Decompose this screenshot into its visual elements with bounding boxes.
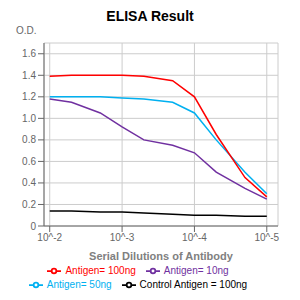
- html-text:Antigen= 10ng: Antigen= 10ng: [163, 264, 229, 276]
- html-text:Antigen= 50ng: Antigen= 50ng: [46, 278, 112, 290]
- svg-text:10^-5: 10^-5: [254, 232, 279, 243]
- svg-text:0.8: 0.8: [22, 134, 36, 145]
- html-text:Control Antigen = 100ng: Control Antigen = 100ng: [139, 278, 248, 290]
- svg-text:10^-4: 10^-4: [182, 232, 207, 243]
- svg-text:1.2: 1.2: [22, 91, 36, 102]
- svg-text:0.4: 0.4: [22, 177, 36, 188]
- svg-text:1.6: 1.6: [22, 48, 36, 59]
- html-text:ELISA Result: ELISA Result: [106, 8, 194, 24]
- html-text:O.D.: O.D.: [16, 25, 37, 36]
- svg-text:10^-2: 10^-2: [37, 232, 62, 243]
- html-text:Antigen= 100ng: Antigen= 100ng: [65, 264, 136, 276]
- svg-text:Serial Dilutions of Antibody: Serial Dilutions of Antibody: [89, 250, 234, 262]
- svg-text:0: 0: [30, 221, 36, 232]
- svg-text:1.0: 1.0: [22, 113, 36, 124]
- svg-text:1.4: 1.4: [22, 70, 36, 81]
- svg-text:0.2: 0.2: [22, 199, 36, 210]
- svg-text:10^-3: 10^-3: [110, 232, 135, 243]
- svg-text:0.6: 0.6: [22, 156, 36, 167]
